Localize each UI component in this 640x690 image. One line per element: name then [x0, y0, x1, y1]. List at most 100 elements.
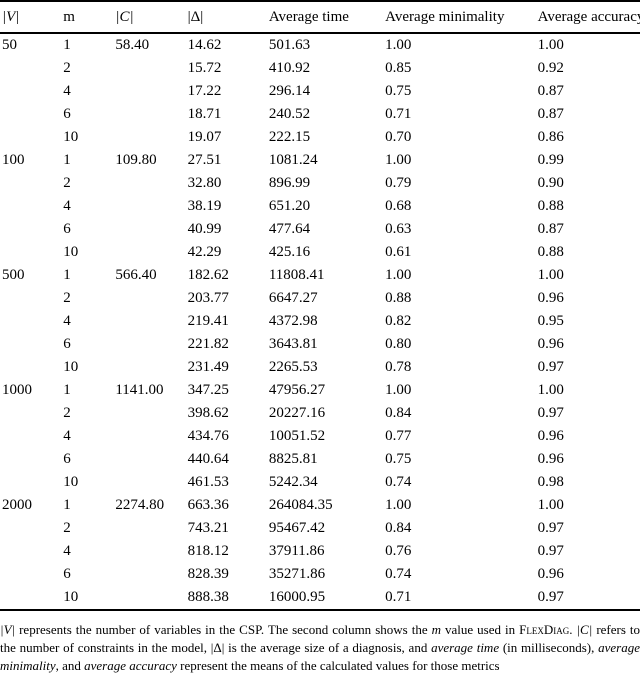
- column-header-avg_accuracy: Average accuracy: [537, 8, 640, 25]
- cell-avg_time: 651.20: [268, 198, 311, 214]
- cell-v: 50: [2, 37, 17, 53]
- column-header-delta: |Δ|: [187, 8, 204, 25]
- results-table-body: 50 1 58.40 14.62 501.63 1.00 1.00 2 15.72 410.92 0…: [0, 33, 640, 610]
- table-row: 4 219.41 4372.98 0.82 0.95: [0, 310, 640, 333]
- cell-avg_time: 3643.81: [268, 336, 318, 352]
- cell-avg_accuracy: 0.87: [537, 221, 564, 237]
- footnote-segment: represent the means of the calculated va…: [176, 658, 500, 673]
- cell-delta: 17.22: [187, 83, 222, 99]
- cell-c: [113, 471, 185, 494]
- cell-delta: 182.62: [187, 267, 229, 283]
- cell-m: 10: [63, 474, 79, 490]
- table-row: 10 19.07 222.15 0.70 0.86: [0, 126, 640, 149]
- cell-avg_minimality: 0.85: [385, 60, 412, 76]
- cell-v: [0, 287, 61, 310]
- cell-delta: 38.19: [187, 198, 222, 214]
- cell-avg_accuracy: 1.00: [537, 382, 564, 398]
- cell-v: [0, 356, 61, 379]
- cell-c: [113, 333, 185, 356]
- cell-avg_accuracy: 0.97: [537, 589, 564, 605]
- cell-m: 1: [63, 267, 71, 283]
- cell-avg_minimality: 0.71: [385, 589, 412, 605]
- cell-c: [113, 80, 185, 103]
- cell-c: [113, 218, 185, 241]
- cell-avg_time: 8825.81: [268, 451, 318, 467]
- cell-v: [0, 402, 61, 425]
- cell-v: [0, 563, 61, 586]
- cell-m: 4: [63, 543, 71, 559]
- table-row: 10 888.38 16000.95 0.71 0.97: [0, 586, 640, 610]
- cell-c: 566.40: [115, 267, 157, 283]
- cell-avg_accuracy: 0.87: [537, 106, 564, 122]
- cell-delta: 221.82: [187, 336, 229, 352]
- cell-avg_time: 20227.16: [268, 405, 326, 421]
- cell-v: [0, 241, 61, 264]
- footnote-segment: (in milliseconds),: [499, 640, 599, 655]
- table-row: 4 38.19 651.20 0.68 0.88: [0, 195, 640, 218]
- cell-avg_accuracy: 0.97: [537, 359, 564, 375]
- cell-m: 1: [63, 497, 71, 513]
- cell-avg_time: 240.52: [268, 106, 311, 122]
- table-row: 2 32.80 896.99 0.79 0.90: [0, 172, 640, 195]
- cell-avg_minimality: 0.61: [385, 244, 412, 260]
- cell-delta: 398.62: [187, 405, 229, 421]
- cell-delta: 40.99: [187, 221, 222, 237]
- cell-avg_minimality: 0.63: [385, 221, 412, 237]
- cell-avg_accuracy: 0.88: [537, 244, 564, 260]
- cell-avg_accuracy: 1.00: [537, 497, 564, 513]
- cell-delta: 434.76: [187, 428, 229, 444]
- table-row: 2 203.77 6647.27 0.88 0.96: [0, 287, 640, 310]
- cell-avg_accuracy: 0.96: [537, 451, 564, 467]
- cell-v: [0, 517, 61, 540]
- cell-v: [0, 195, 61, 218]
- cell-m: 6: [63, 221, 71, 237]
- cell-c: [113, 517, 185, 540]
- cell-avg_accuracy: 0.96: [537, 290, 564, 306]
- cell-v: [0, 471, 61, 494]
- cell-avg_minimality: 0.76: [385, 543, 412, 559]
- cell-m: 6: [63, 566, 71, 582]
- cell-c: [113, 540, 185, 563]
- cell-m: 10: [63, 359, 79, 375]
- cell-delta: 15.72: [187, 60, 222, 76]
- footnote-segment: |V|: [0, 622, 16, 637]
- cell-m: 10: [63, 244, 79, 260]
- cell-delta: 18.71: [187, 106, 222, 122]
- cell-avg_minimality: 1.00: [385, 37, 412, 53]
- cell-avg_accuracy: 0.96: [537, 336, 564, 352]
- table-footnote: |V| represents the number of variables i…: [0, 621, 640, 675]
- cell-avg_time: 10051.52: [268, 428, 326, 444]
- table-row: 6 18.71 240.52 0.71 0.87: [0, 103, 640, 126]
- footnote-segment: average time: [431, 640, 500, 655]
- column-header-m: m: [63, 8, 75, 25]
- cell-avg_minimality: 0.84: [385, 520, 412, 536]
- table-row: 2 15.72 410.92 0.85 0.92: [0, 57, 640, 80]
- results-table-head: |V| m |C| |Δ| Average time Average minimality…: [0, 1, 640, 33]
- cell-v: [0, 310, 61, 333]
- cell-v: [0, 172, 61, 195]
- footnote-segment: |C|: [576, 622, 593, 637]
- cell-avg_minimality: 0.79: [385, 175, 412, 191]
- cell-avg_time: 222.15: [268, 129, 311, 145]
- cell-avg_minimality: 0.84: [385, 405, 412, 421]
- results-table: |V| m |C| |Δ| Average time Average minimality…: [0, 0, 640, 611]
- cell-avg_minimality: 0.77: [385, 428, 412, 444]
- footnote-segment: average minimality: [0, 640, 640, 673]
- cell-avg_time: 264084.35: [268, 497, 333, 513]
- cell-delta: 231.49: [187, 359, 229, 375]
- cell-avg_minimality: 0.82: [385, 313, 412, 329]
- cell-avg_time: 2265.53: [268, 359, 318, 375]
- cell-delta: 347.25: [187, 382, 229, 398]
- cell-c: [113, 402, 185, 425]
- footnote-segment: refers to the number of constraints in t…: [0, 622, 640, 655]
- table-row: 2 743.21 95467.42 0.84 0.97: [0, 517, 640, 540]
- cell-c: [113, 241, 185, 264]
- cell-avg_time: 410.92: [268, 60, 311, 76]
- cell-avg_time: 501.63: [268, 37, 311, 53]
- table-row: 10 42.29 425.16 0.61 0.88: [0, 241, 640, 264]
- cell-avg_minimality: 1.00: [385, 497, 412, 513]
- cell-avg_accuracy: 0.96: [537, 428, 564, 444]
- cell-c: [113, 448, 185, 471]
- cell-avg_accuracy: 0.95: [537, 313, 564, 329]
